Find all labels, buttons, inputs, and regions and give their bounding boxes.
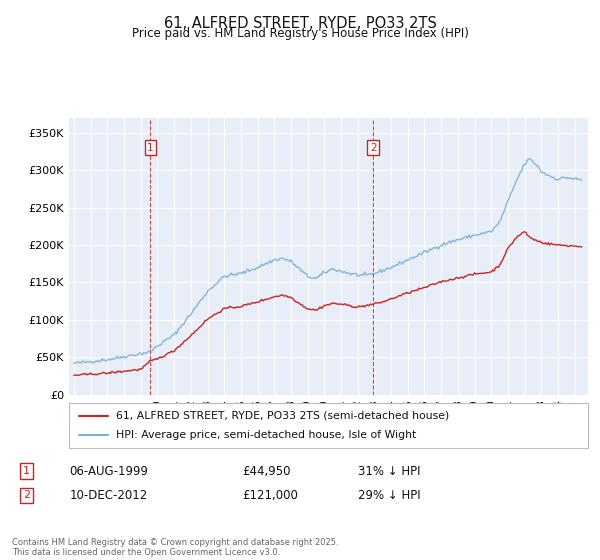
Text: 61, ALFRED STREET, RYDE, PO33 2TS (semi-detached house): 61, ALFRED STREET, RYDE, PO33 2TS (semi-… <box>116 410 449 421</box>
Text: Price paid vs. HM Land Registry's House Price Index (HPI): Price paid vs. HM Land Registry's House … <box>131 27 469 40</box>
FancyBboxPatch shape <box>69 403 588 448</box>
Text: £44,950: £44,950 <box>242 465 291 478</box>
Text: 06-AUG-1999: 06-AUG-1999 <box>70 465 149 478</box>
Text: 1: 1 <box>147 143 154 152</box>
Text: 1: 1 <box>23 466 30 476</box>
Text: 29% ↓ HPI: 29% ↓ HPI <box>358 489 420 502</box>
Text: HPI: Average price, semi-detached house, Isle of Wight: HPI: Average price, semi-detached house,… <box>116 431 416 441</box>
Text: 31% ↓ HPI: 31% ↓ HPI <box>358 465 420 478</box>
Text: Contains HM Land Registry data © Crown copyright and database right 2025.
This d: Contains HM Land Registry data © Crown c… <box>12 538 338 557</box>
Text: £121,000: £121,000 <box>242 489 298 502</box>
Text: 61, ALFRED STREET, RYDE, PO33 2TS: 61, ALFRED STREET, RYDE, PO33 2TS <box>164 16 436 31</box>
Text: 2: 2 <box>23 491 30 501</box>
Text: 2: 2 <box>370 143 377 152</box>
Text: 10-DEC-2012: 10-DEC-2012 <box>70 489 148 502</box>
